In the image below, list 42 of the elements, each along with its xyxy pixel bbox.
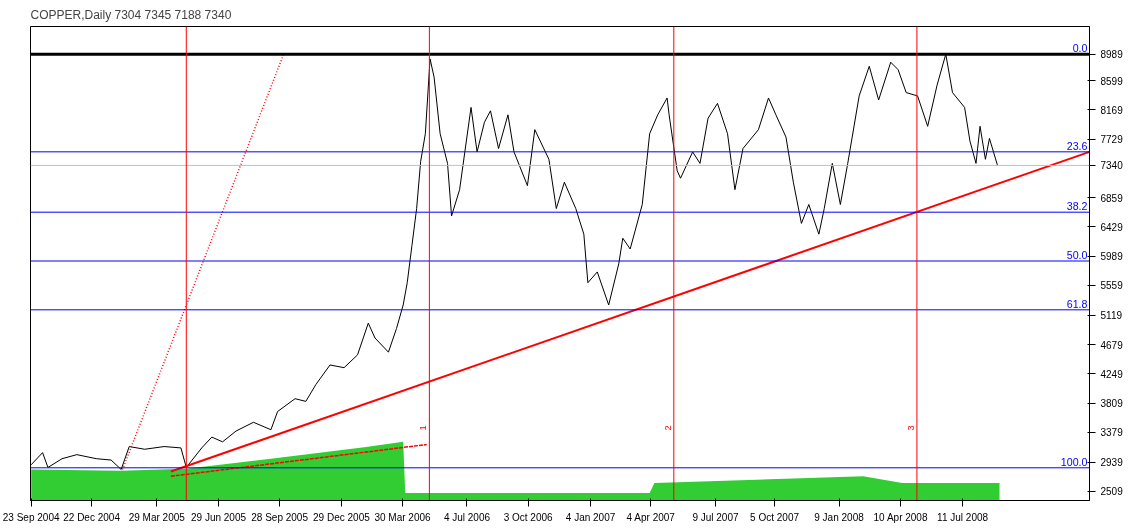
x-tick-label: 10 Apr 2008 [873, 511, 928, 523]
y-tick-label: 8599 [1100, 75, 1124, 87]
y-tick-label: 3809 [1100, 398, 1124, 410]
y-tick-label: 5119 [1100, 310, 1123, 322]
x-tick-label: 3 Oct 2006 [503, 511, 553, 523]
x-tick-label: 29 Mar 2005 [128, 511, 186, 523]
x-tick-label: 23 Sep 2004 [2, 511, 60, 523]
y-tick-label: 4249 [1100, 368, 1124, 380]
y-tick-label: 5559 [1100, 280, 1124, 292]
y-tick-label: 6429 [1100, 221, 1124, 233]
annotation: 61.8 [1066, 297, 1088, 310]
x-tick-label: 29 Jun 2005 [191, 511, 247, 523]
y-tick-label: 7340 [1100, 160, 1124, 172]
y-tick-label: 2509 [1100, 486, 1124, 498]
annotation: 23.6 [1066, 139, 1088, 152]
annotation: 38.2 [1066, 200, 1088, 213]
x-tick-label: 11 Jul 2008 [937, 511, 989, 523]
y-tick-label: 8169 [1100, 104, 1124, 116]
annotation: 50.0 [1066, 249, 1088, 262]
x-tick-label: 4 Jan 2007 [565, 511, 616, 523]
chart-title: COPPER,Daily 7304 7345 7188 7340 [30, 7, 232, 22]
x-tick-label: 30 Mar 2006 [374, 511, 432, 523]
x-tick-label: 29 Dec 2005 [313, 511, 371, 523]
x-tick-label: 4 Apr 2007 [626, 511, 676, 523]
annotation: 0.0 [1072, 42, 1088, 55]
x-tick-label: 5 Oct 2007 [750, 511, 800, 523]
ref-line-label: 3 [905, 425, 916, 431]
x-tick-label: 22 Dec 2004 [63, 511, 121, 523]
y-tick-label: 8989 [1100, 49, 1124, 61]
x-tick-label: 28 Sep 2005 [251, 511, 309, 523]
x-tick-label: 4 Jul 2006 [443, 511, 491, 523]
y-tick-label: 2939 [1100, 457, 1124, 469]
x-tick-label: 9 Jan 2008 [814, 511, 865, 523]
y-tick-label: 3379 [1100, 427, 1124, 439]
ref-line-label: 1 [418, 425, 429, 431]
annotation: 100.0 [1060, 455, 1088, 468]
x-tick-label: 9 Jul 2007 [692, 511, 739, 523]
y-tick-label: 6859 [1100, 192, 1124, 204]
ref-line-label: 2 [662, 425, 673, 431]
y-tick-label: 5989 [1100, 251, 1124, 263]
y-tick-label: 4679 [1100, 339, 1124, 351]
y-tick-label: 7729 [1100, 134, 1124, 146]
